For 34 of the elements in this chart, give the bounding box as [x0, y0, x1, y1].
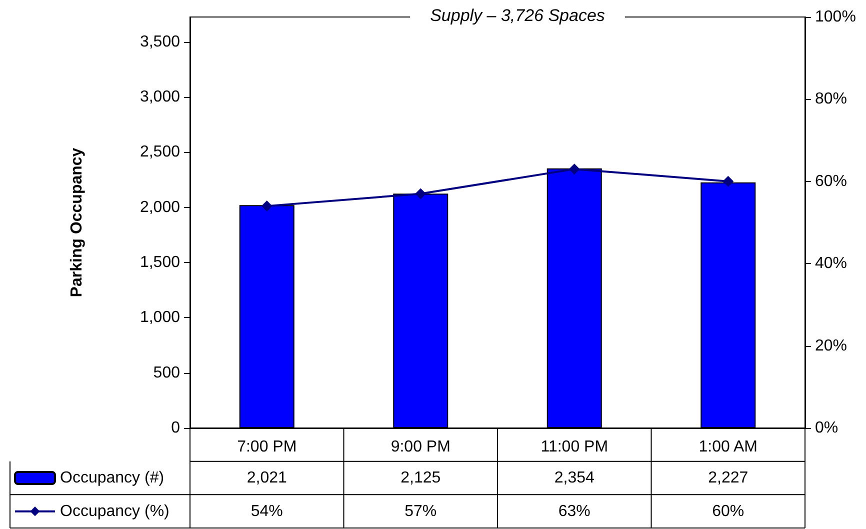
y2-tick-label: 20%	[815, 337, 848, 354]
y2-tick-label: 100%	[815, 8, 856, 26]
point	[415, 188, 426, 200]
chart-title: Supply – 3,726 Spaces	[430, 6, 606, 25]
y-axis-title: Parking Occupancy	[68, 148, 86, 298]
y-tick-label: 2,000	[140, 198, 180, 216]
y-tick-label: 0	[171, 420, 180, 436]
point	[722, 176, 734, 187]
y-tick-label: 1,000	[140, 309, 180, 326]
legend-label: Occupancy (%)	[60, 502, 170, 520]
point	[261, 200, 272, 212]
legend-label: Occupancy (#)	[60, 470, 164, 486]
data-label: 2,354	[554, 470, 594, 486]
x-tick-label: 11:00 PM	[540, 438, 608, 456]
data-label: 54%	[250, 502, 283, 520]
data-label: 60%	[712, 502, 744, 520]
x-tick-label: 9:00 PM	[390, 438, 450, 456]
data-label: 2,125	[400, 470, 441, 486]
data-label: 63%	[558, 502, 590, 520]
y-tick-label: 3,500	[140, 33, 180, 50]
x-tick-label: 7:00 PM	[237, 438, 297, 456]
y-tick-label: 3,000	[140, 88, 180, 106]
y2-tick-label: 80%	[815, 90, 848, 108]
y-tick-label: 2,500	[140, 144, 180, 161]
data-label: 2,021	[246, 470, 287, 486]
x-tick-label: 1:00 AM	[698, 438, 758, 456]
data-label: 2,227	[708, 470, 748, 486]
y2-tick-label: 60%	[815, 172, 848, 190]
point	[568, 164, 580, 175]
y-tick-label: 500	[153, 364, 180, 382]
data-label: 57%	[404, 502, 437, 520]
y-tick-label: 1,500	[140, 254, 180, 272]
y2-tick-label: 0%	[815, 420, 838, 436]
y2-tick-label: 40%	[815, 255, 848, 272]
